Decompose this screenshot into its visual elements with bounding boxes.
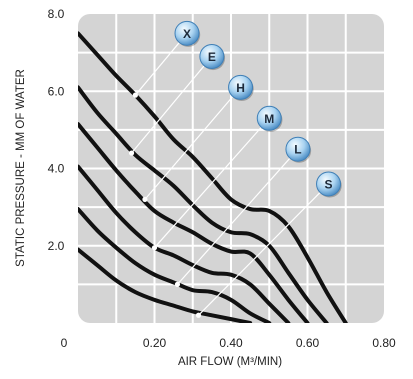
callout-anchor-dot <box>174 281 181 287</box>
y-axis-title: STATIC PRESSURE - MM OF WATER <box>15 69 27 267</box>
series-line-s <box>78 247 253 323</box>
callout-bubble-m <box>256 105 282 131</box>
callout-anchor-dot <box>132 92 138 98</box>
curves <box>78 31 348 323</box>
y-tick-label: 8.0 <box>48 7 65 21</box>
callouts: X E H M L S <box>128 20 342 318</box>
callout-bubble-l <box>285 136 311 162</box>
series-line-h <box>78 122 310 323</box>
callout-bubble-s <box>316 171 342 197</box>
callout-leader-x <box>134 32 188 96</box>
callout-leader-m <box>154 117 270 249</box>
series-line-l <box>78 207 272 323</box>
callout-bubble-h <box>228 74 254 100</box>
callout-bubble-x <box>174 20 200 46</box>
callout-anchor-dot <box>195 312 202 318</box>
callout-anchor-dot <box>142 196 148 202</box>
series-label-s: S <box>325 177 333 191</box>
series-line-e <box>78 85 329 323</box>
y-tick-label: 6.0 <box>48 84 65 98</box>
x-tick-label: 0.80 <box>372 336 396 350</box>
x-tick-label: 0 <box>61 336 68 350</box>
callout-bubble-e <box>199 43 225 69</box>
y-tick-label: 4.0 <box>48 162 65 176</box>
callout-leader-e <box>131 56 213 154</box>
callout-leader-l <box>177 148 299 285</box>
callout-anchor-dot <box>128 150 135 156</box>
x-tick-label: 0.20 <box>143 336 167 350</box>
callout-anchor-dot <box>151 245 158 251</box>
x-axis-title: AIR FLOW (M³/MIN) <box>178 356 282 368</box>
callout-leader-h <box>144 86 242 200</box>
series-label-e: E <box>208 50 216 64</box>
tick-labels: 0 0.20 0.40 0.60 0.80 8.0 6.0 4.0 2.0 <box>48 7 396 350</box>
x-tick-label: 0.60 <box>296 336 320 350</box>
series-label-l: L <box>294 143 301 157</box>
y-tick-label: 2.0 <box>48 239 65 253</box>
series-label-x: X <box>183 27 191 41</box>
series-line-m <box>78 164 291 323</box>
series-line-x <box>78 31 348 323</box>
x-tick-label: 0.40 <box>219 336 243 350</box>
series-label-h: H <box>236 81 245 95</box>
series-label-m: M <box>264 112 274 126</box>
callout-leader-s <box>198 183 329 316</box>
